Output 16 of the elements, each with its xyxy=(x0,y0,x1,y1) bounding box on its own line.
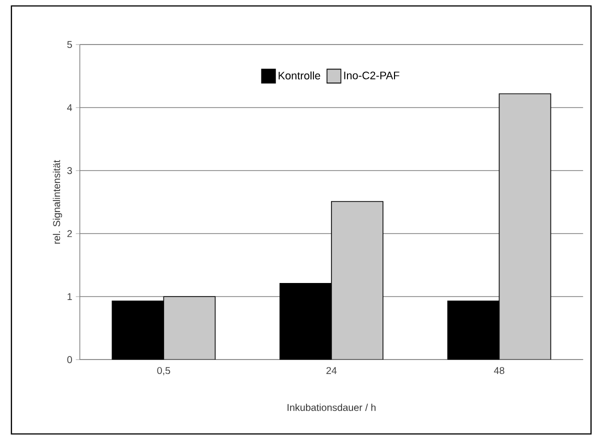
y-tick-label: 0 xyxy=(67,356,72,364)
bar xyxy=(331,201,384,360)
y-tick-label: 1 xyxy=(68,293,72,300)
legend-label: Kontrolle xyxy=(278,72,320,80)
y-tick-label: 2 xyxy=(67,230,72,238)
y-tick-label: 5 xyxy=(67,41,72,48)
y-axis-title: rel. Signalintensität xyxy=(52,160,62,244)
x-axis-title: Inkubationsdauer / h xyxy=(288,404,376,412)
x-tick-label: 24 xyxy=(326,367,337,374)
y-tick-label: 4 xyxy=(67,104,72,112)
bar xyxy=(498,93,552,360)
legend-label: Ino-C2-PAF xyxy=(344,72,400,80)
bar xyxy=(163,296,216,360)
x-tick-label: 0,5 xyxy=(157,367,170,376)
y-tick-label: 3 xyxy=(67,167,72,174)
x-tick-label: 48 xyxy=(494,367,504,374)
